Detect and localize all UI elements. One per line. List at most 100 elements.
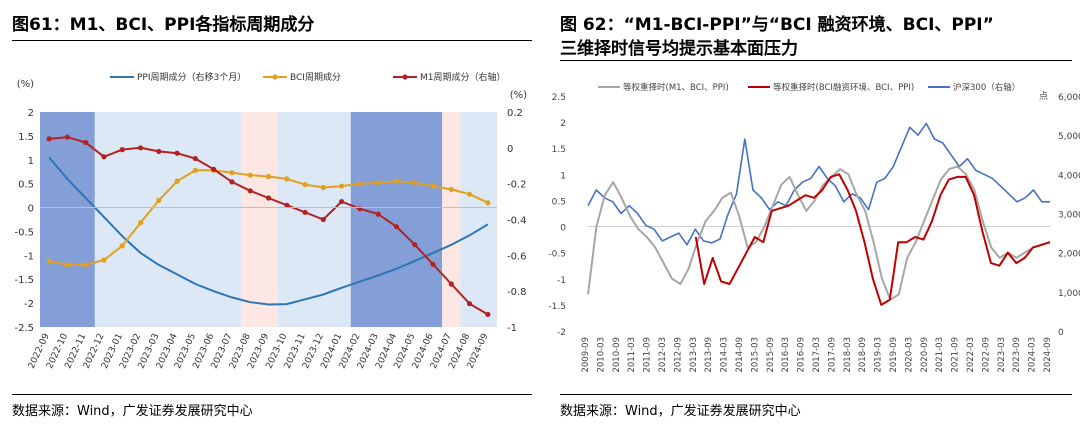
right-legend-label: 等权重择时(M1、BCI、PPI) <box>623 82 729 93</box>
left-series-point-2 <box>466 301 473 307</box>
right-series-line-1 <box>694 173 1051 306</box>
left-legend-marker <box>272 74 278 80</box>
left-source-rule <box>12 394 532 395</box>
left-ytick-label: -0.5 <box>14 227 34 238</box>
left-series-point-2 <box>156 148 162 155</box>
left-series-point-1 <box>174 178 180 184</box>
right-chart-ytick-label: 2.5 <box>552 93 566 103</box>
left-series-point-1 <box>265 173 272 180</box>
left-source: 数据来源：Wind，广发证券发展研究中心 <box>12 404 253 419</box>
left-series-point-2 <box>119 147 125 153</box>
right-chart-ytick-label: 0.5 <box>552 197 566 207</box>
left-ytick-label: 0 <box>28 204 34 215</box>
right-figure-title-line2: 三维择时信号均提示基本面压力 <box>560 39 798 59</box>
right-axis-ytick-label: 0.2 <box>507 108 523 119</box>
left-series-point-2 <box>211 166 217 172</box>
right-chart-right-ytick-label: 2,000 <box>1058 250 1080 260</box>
right-axis-ytick-label: -0.4 <box>507 216 527 227</box>
left-series-point-2 <box>430 261 436 267</box>
left-series-point-1 <box>101 257 107 263</box>
left-series-line-0 <box>48 156 489 306</box>
right-chart-right-ytick-label: 6,000 <box>1058 93 1080 103</box>
left-series-point-2 <box>265 195 272 201</box>
left-series-point-2 <box>284 202 290 208</box>
left-shaded-period-1 <box>94 112 242 327</box>
left-series-point-1 <box>357 181 363 187</box>
right-axis-ytick-label: -1 <box>507 323 517 334</box>
right-legend-label: 沪深300（右轴） <box>953 82 1020 93</box>
left-series-point-2 <box>174 150 180 156</box>
right-chart-xtick-label: 2013-03 <box>689 337 699 373</box>
left-ytick-label: -1 <box>24 251 34 262</box>
left-series-point-1 <box>448 186 454 192</box>
right-chart-right-ytick-label: 3,000 <box>1058 211 1080 221</box>
right-chart-xtick-label: 2022-03 <box>966 337 976 373</box>
right-chart-xtick-label: 2011-09 <box>643 337 653 373</box>
left-series-point-1 <box>412 180 418 186</box>
right-legend-label: 等权重择时(BCI融资环境、BCI、PPI) <box>773 82 914 93</box>
left-series-point-2 <box>375 211 381 217</box>
right-chart-ytick-label: -1 <box>557 276 566 286</box>
left-ytick-label: -2 <box>24 299 34 310</box>
left-series-point-2 <box>357 206 363 212</box>
right-chart-xtick-label: 2024-03 <box>1028 337 1038 373</box>
left-ytick-label: -2.5 <box>14 323 34 334</box>
right-chart-ytick-label: 2 <box>560 119 566 129</box>
left-ytick-label: 0.5 <box>18 180 34 191</box>
right-chart-xtick-label: 2023-09 <box>1012 337 1022 373</box>
right-chart-right-ytick-label: 1,000 <box>1058 289 1080 299</box>
right-chart-ytick-label: 0 <box>560 224 566 234</box>
left-series-point-2 <box>247 188 253 194</box>
right-chart-xtick-label: 2016-09 <box>797 337 807 373</box>
left-series-point-1 <box>192 167 198 173</box>
left-series-point-1 <box>339 183 345 189</box>
left-series-point-1 <box>137 220 144 226</box>
right-chart-xtick-label: 2022-09 <box>981 337 991 373</box>
right-axis-ytick-label: -0.6 <box>507 251 527 262</box>
right-chart-xtick-label: 2017-03 <box>812 337 822 373</box>
right-chart-xtick-label: 2012-03 <box>658 337 668 373</box>
left-series-point-1 <box>83 262 89 268</box>
left-series-point-1 <box>247 172 253 178</box>
right-chart-xtick-label: 2019-03 <box>874 337 884 373</box>
left-series-point-1 <box>393 178 400 184</box>
right-chart-xtick-label: 2017-09 <box>827 337 837 373</box>
left-shaded-period-4 <box>350 112 443 327</box>
left-series-point-2 <box>302 209 308 215</box>
left-series-point-1 <box>156 197 162 203</box>
right-series-line-2 <box>587 122 1050 246</box>
right-chart-xtick-label: 2023-03 <box>997 337 1007 373</box>
left-ytick-label: 2 <box>28 108 34 119</box>
left-shaded-period-6 <box>460 112 497 327</box>
right-chart-right-unit: 点 <box>1039 91 1048 102</box>
right-chart-xtick-label: 2018-09 <box>858 337 868 373</box>
left-ytick-label: 1 <box>28 156 34 167</box>
right-title-rule <box>560 60 1072 61</box>
left-series-point-2 <box>485 311 491 318</box>
left-series-point-2 <box>320 216 326 223</box>
left-series-point-2 <box>137 145 144 151</box>
right-chart-xtick-label: 2018-03 <box>843 337 853 373</box>
left-series-point-2 <box>46 136 52 142</box>
left-series-point-2 <box>339 198 345 205</box>
left-series-point-1 <box>466 191 473 197</box>
right-chart-xtick-label: 2020-03 <box>904 337 914 373</box>
right-chart-ytick-label: -0.5 <box>548 250 566 260</box>
left-series-point-1 <box>64 262 71 268</box>
left-y-unit: (%) <box>17 79 34 90</box>
left-series-point-1 <box>119 243 125 249</box>
left-legend-label: BCI周期成分 <box>290 71 341 83</box>
right-axis-ytick-label: -0.8 <box>507 287 527 298</box>
left-right-y-unit: (%) <box>510 90 527 101</box>
right-chart-right-ytick-label: 5,000 <box>1058 132 1080 142</box>
left-series-point-2 <box>192 155 198 162</box>
right-chart-xtick-label: 2020-09 <box>920 337 930 373</box>
right-chart-xtick-label: 2024-09 <box>1043 337 1053 373</box>
right-chart-xtick-label: 2009-09 <box>581 337 591 373</box>
left-series-point-2 <box>229 179 235 185</box>
right-chart-ytick-label: -2 <box>557 328 566 338</box>
right-chart-xtick-label: 2014-09 <box>735 337 745 373</box>
left-legend-marker <box>402 74 408 80</box>
right-chart-right-ytick-label: 4,000 <box>1058 171 1080 181</box>
right-figure-title-line1: 图 62：“M1-BCI-PPI”与“BCI 融资环境、BCI、PPI” <box>560 15 994 35</box>
